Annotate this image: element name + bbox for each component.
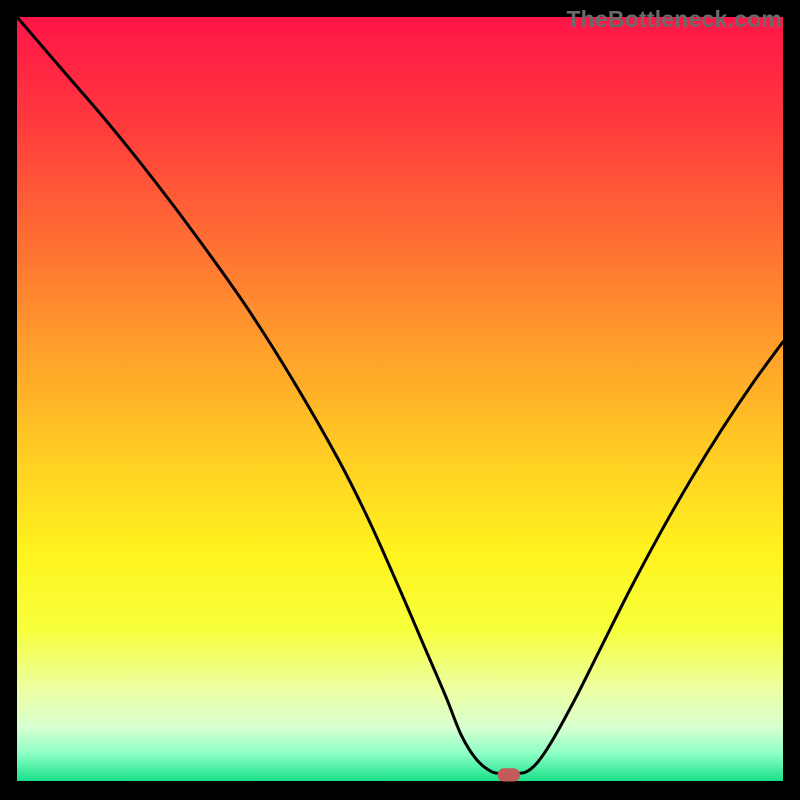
bottleneck-chart — [0, 0, 800, 800]
chart-background — [17, 17, 783, 781]
minimum-marker — [498, 769, 519, 781]
chart-container: TheBottleneck.com — [0, 0, 800, 800]
watermark-text: TheBottleneck.com — [566, 6, 782, 33]
